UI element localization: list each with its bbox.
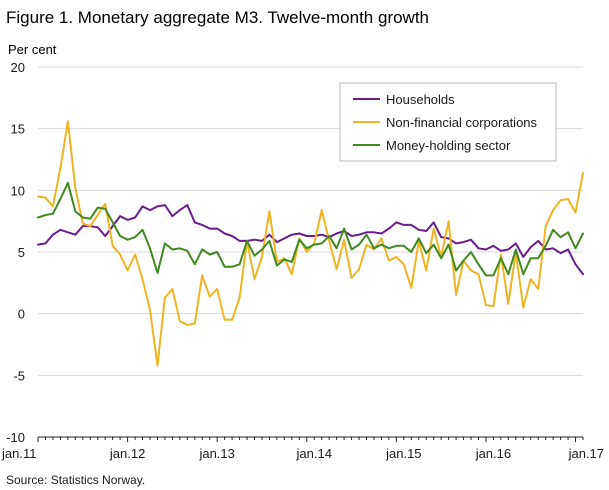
x-tick-label: jan.12 [109,446,145,461]
y-axis-ticks: -10 -5 0 5 10 15 20 [6,60,25,445]
x-axis-ticks: jan.11 jan.12 jan.13 jan.14 jan.15 jan.16 jan.… [1,437,604,461]
series-line-money-holding-sector [37,181,584,277]
source-note: Source: Statistics Norway. [6,473,145,487]
series-line-non-financial-corporations [37,120,584,367]
series-lines [37,120,584,367]
x-tick-label: jan.17 [568,446,604,461]
legend-item-money-holding-sector: Money-holding sector [353,138,511,153]
grid-lines [38,66,583,438]
y-tick-label: -5 [13,368,25,383]
legend-item-non-financial-corporations: Non-financial corporations [353,115,538,130]
y-tick-label: 15 [11,122,25,137]
legend-label-money-holding-sector: Money-holding sector [386,138,511,153]
legend-label-non-financial-corporations: Non-financial corporations [386,115,538,130]
series-line-households [37,204,584,276]
legend: Households Non-financial corporations Mo… [339,82,557,162]
y-axis-unit-label: Per cent [8,42,57,57]
legend-item-households: Households [353,92,455,107]
y-tick-label: 10 [11,183,25,198]
y-tick-label: 0 [18,307,25,322]
chart-title: Figure 1. Monetary aggregate M3. Twelve-… [6,8,429,27]
x-tick-label: jan.15 [385,446,421,461]
y-tick-label: -10 [6,430,25,445]
y-tick-label: 20 [11,60,25,75]
legend-label-households: Households [386,92,455,107]
x-tick-label: jan.11 [1,446,36,461]
x-tick-label: jan.13 [198,446,234,461]
x-tick-label: jan.16 [475,446,511,461]
y-tick-label: 5 [18,245,25,260]
x-tick-label: jan.14 [296,446,332,461]
